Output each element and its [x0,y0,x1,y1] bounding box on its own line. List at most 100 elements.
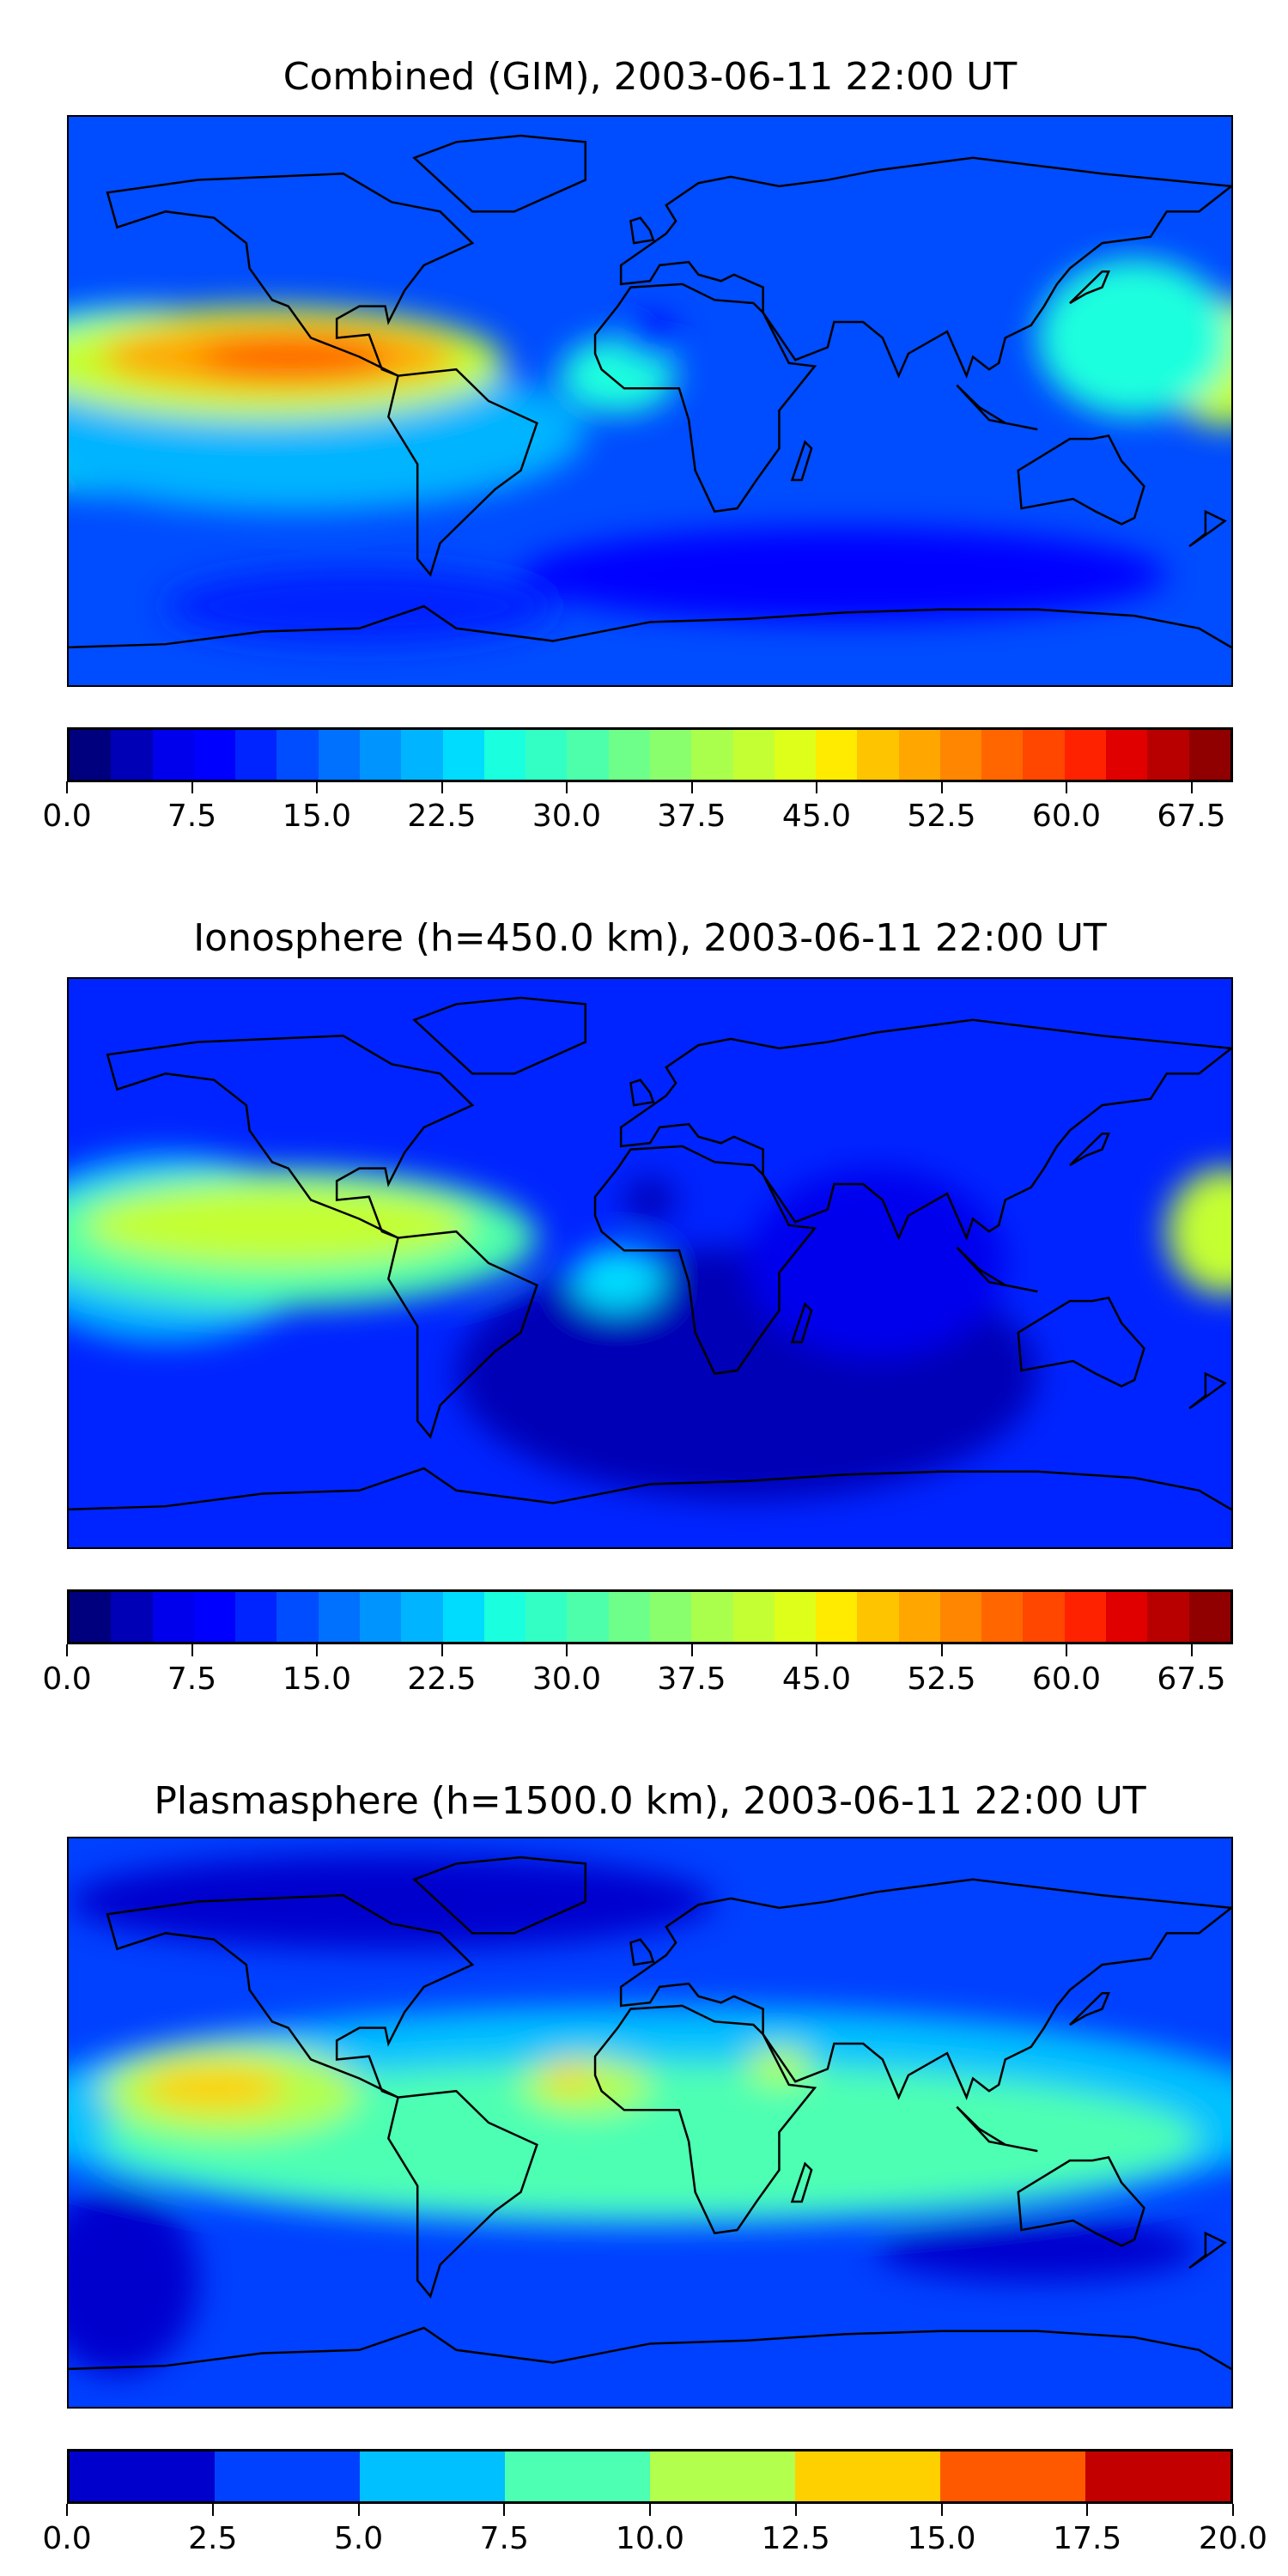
colorbar-tick [566,1644,568,1656]
colorbar-bin [732,1592,775,1642]
coastline-greenland [414,998,585,1073]
coastline-eurasia [621,1880,1231,2098]
colorbar-bin [691,1592,733,1642]
colorbar-tick-label: 20.0 [1198,2521,1268,2556]
colorbar-tick-label: 60.0 [1031,799,1102,834]
colorbar-combined [67,727,1233,782]
map-ionosphere [67,977,1233,1549]
coastline-eurasia [621,1020,1231,1238]
colorbar-tick [191,1644,193,1656]
colorbar-tick-label: 45.0 [781,799,852,834]
map-combined [67,115,1233,687]
colorbar-tick-label: 12.5 [761,2521,830,2556]
colorbar-tick-label: 7.5 [167,799,217,834]
colorbar-bin [608,730,650,780]
map-svg [69,979,1231,1547]
colorbar-bin [898,1592,940,1642]
colorbar-tick [316,1644,318,1656]
coastline-north-america [107,1895,472,2097]
colorbar-tick-label: 67.5 [1157,799,1226,834]
colorbar-bin [1188,1592,1230,1642]
colorbar-bin [1023,730,1065,780]
colorbar-tick [316,781,318,793]
colorbar-tick [1066,1644,1067,1656]
map-svg [69,117,1231,685]
colorbar-bin [981,1592,1024,1642]
coastline-eurasia [621,158,1231,376]
colorbar-bin [111,1592,153,1642]
coastline-greenland [414,1857,585,1933]
colorbar-bin [939,730,982,780]
colorbar-tick-label: 15.0 [907,2521,976,2556]
coastline-japan [1070,271,1109,303]
colorbar-bin [1106,730,1148,780]
field-contour-region [69,2185,198,2376]
colorbar-tick [940,2504,943,2516]
colorbar-tick [1066,781,1067,793]
colorbar-bin [483,1592,526,1642]
field-contour-region [69,1854,715,1949]
colorbar-bin [795,2451,940,2501]
colorbar-tick-label: 37.5 [657,1662,726,1697]
colorbar-bin [70,2451,215,2501]
colorbar-tick [690,1644,693,1656]
colorbar-tick-label: 7.5 [479,2521,529,2556]
colorbar-tick [66,781,68,793]
coastline-south-america [388,2091,537,2296]
colorbar-bin [608,1592,650,1642]
colorbar-tick-label: 37.5 [657,799,726,834]
coastline-new-zealand [1189,2233,1224,2268]
colorbar-tick-label: 10.0 [615,2521,685,2556]
map-title-combined: Combined (GIM), 2003-06-11 22:00 UT [283,55,1018,99]
colorbar-tick [816,781,817,793]
colorbar-tick [357,2504,360,2516]
colorbar-tick-label: 0.0 [42,799,92,834]
colorbar-bin [1085,2451,1230,2501]
colorbar-bin [1064,1592,1107,1642]
colorbar-bin [1188,730,1230,780]
coastlines [69,1857,1231,2369]
coastline-uk [630,1940,653,1965]
coastline-africa [595,1146,815,1374]
colorbar-bin [442,1592,484,1642]
field-contour-region [143,2065,285,2111]
colorbar-tick-label: 22.5 [407,799,477,834]
colorbar-tick [940,781,943,793]
field-contour-region [165,568,554,645]
colorbar-bin [276,730,319,780]
colorbar-bin [442,730,484,780]
coastline-japan [1070,1133,1109,1165]
colorbar-tick [1232,2504,1234,2516]
coastline-madagascar [792,2164,811,2202]
coastline-australia [1018,2157,1145,2245]
coastline-madagascar [792,442,811,480]
colorbar-bin [857,730,899,780]
field-contour-region [100,2063,1200,2215]
colorbar-bin [650,2451,795,2501]
coastline-north-america [107,1036,472,1237]
field-contour-region [546,2065,592,2092]
colorbar-tick [649,2504,651,2516]
coastline-africa [595,284,815,512]
colorbar-tick [1190,1644,1193,1656]
coastline-madagascar [792,1304,811,1342]
colorbar-tick-label: 15.0 [282,1662,352,1697]
colorbar-tick-label: 45.0 [781,1662,852,1697]
colorbar-tick-label: 2.5 [188,2521,238,2556]
colorbar-bin [1106,1592,1148,1642]
colorbar-bin [691,730,733,780]
colorbar-bin [1147,730,1189,780]
colorbar-bin [318,730,360,780]
colorbar-bin [526,1592,568,1642]
colorbar-bin [1064,730,1107,780]
field-contour-region [197,334,392,380]
colorbar-bin [505,2451,650,2501]
colorbar-bin [235,730,277,780]
coastline-uk [630,218,653,243]
colorbar-tick [816,1644,817,1656]
colorbar-tick [940,1644,943,1656]
coastline-australia [1018,435,1145,524]
colorbar-bin [857,1592,899,1642]
colorbar-bin [816,1592,858,1642]
colorbar-bin [1023,1592,1065,1642]
